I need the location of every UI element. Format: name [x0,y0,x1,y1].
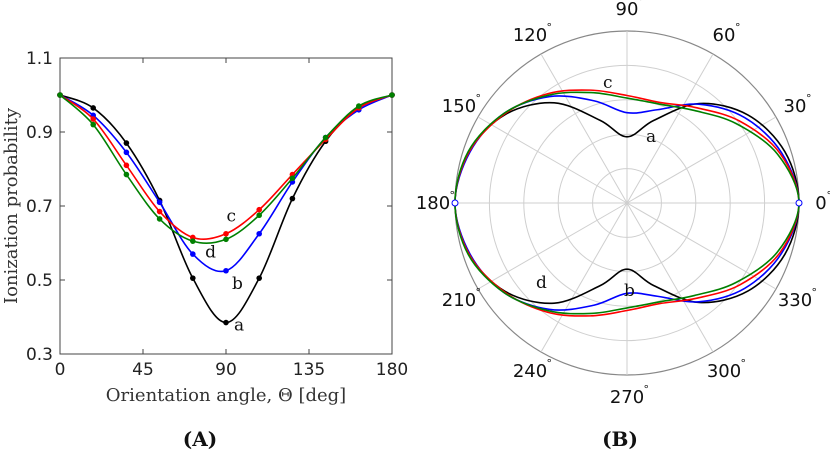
data-point-d [356,103,362,109]
data-point-b [156,199,163,206]
curve-label-c: c [226,207,236,227]
y-tick-label: 0.5 [26,271,53,291]
x-tick-label: 90 [215,360,237,380]
polar-spoke [540,202,628,353]
angle-label: 210 [442,290,476,311]
data-point-d [289,175,296,182]
data-point-d [389,92,395,98]
degree-mark: ° [547,357,553,370]
polar-spoke [540,53,628,204]
polar-spoke [477,116,628,204]
data-point-c [90,116,96,122]
data-point-c [156,208,163,215]
polar-marker-0 [795,199,803,207]
polar-angle-labels: 0 °30 °60 °90 °120 °150 °180 °210 °240 °270 °300 °3… [416,0,830,408]
data-point-d [190,238,196,244]
curve-label-a: a [234,316,244,336]
y-tick-label: 0.9 [26,123,53,143]
data-point-d [256,212,263,219]
angle-label: 300 [707,361,741,382]
degree-mark: ° [644,383,650,396]
degree-mark: ° [475,286,481,299]
data-point-d [90,121,96,128]
data-point-d [223,236,229,243]
angle-label: 240 [513,361,547,382]
data-point-c [223,230,229,237]
polar-curve-label-a: a [646,127,656,147]
polar-spoke [477,202,628,290]
data-point-b [223,267,229,274]
data-point-a [190,275,196,281]
data-point-b [256,230,263,237]
polar-spoke [626,202,714,353]
angle-label: 180 [416,193,450,214]
polar-curve-label-d: d [536,273,547,293]
data-point-a [256,275,263,281]
data-point-c [123,162,130,169]
curves-a: a b cd [57,92,395,336]
data-point-a [123,140,130,146]
data-point-b [190,251,196,257]
polar-curve-label-b: b [624,281,635,301]
polar-spoke [626,53,714,204]
angle-label: 90 [616,0,639,20]
angle-label: 330 [778,290,812,311]
polar-grid [454,30,800,376]
angle-label: 60 [713,25,736,46]
panel-label-b: (B) [602,427,638,451]
angle-label: 120 [513,25,547,46]
y-axis-title: Ionization probability [1,107,22,304]
degree-mark: ° [547,21,553,34]
data-point-a [90,105,96,111]
degree-mark: ° [827,189,830,202]
angle-label: 270 [610,387,644,408]
degree-mark: ° [741,357,747,370]
y-tick-label: 1.1 [26,49,53,69]
data-point-a [223,319,229,326]
angle-label: 30 [784,96,807,117]
panel-a: 0 45 90 135 180 0.3 0.5 0.7 0.9 1.1 a b cd Orientat… [1,49,408,451]
curve-label-b: b [232,274,243,294]
curve-label-d: d [205,242,216,262]
data-point-d [322,134,329,141]
x-tick-label: 0 [55,360,66,380]
x-tick-label: 45 [132,360,154,380]
x-tick-label: 180 [376,360,408,380]
y-tick-label: 0.3 [26,345,53,365]
degree-mark: ° [735,21,741,34]
polar-curve-label-c: c [603,73,613,93]
data-point-b [123,149,130,156]
x-axis-title: Orientation angle, Θ [deg] [106,385,346,406]
angle-label: 0 [815,193,826,214]
degree-mark: ° [475,92,481,105]
data-point-c [256,206,263,213]
data-point-a [289,195,296,202]
ticks-a: 0 45 90 135 180 0.3 0.5 0.7 0.9 1.1 [26,49,408,380]
degree-mark: ° [450,189,456,202]
angle-label: 150 [442,96,476,117]
x-tick-label: 135 [293,360,325,380]
data-point-d [156,216,163,222]
degree-mark: ° [638,0,644,8]
data-point-d [123,171,130,178]
y-tick-label: 0.7 [26,197,53,217]
curves-b: a b c d [451,73,803,317]
degree-mark: ° [812,286,818,299]
data-point-d [57,92,63,98]
panel-label-a: (A) [183,427,217,451]
degree-mark: ° [806,92,812,105]
polar-marker-180 [451,199,459,207]
